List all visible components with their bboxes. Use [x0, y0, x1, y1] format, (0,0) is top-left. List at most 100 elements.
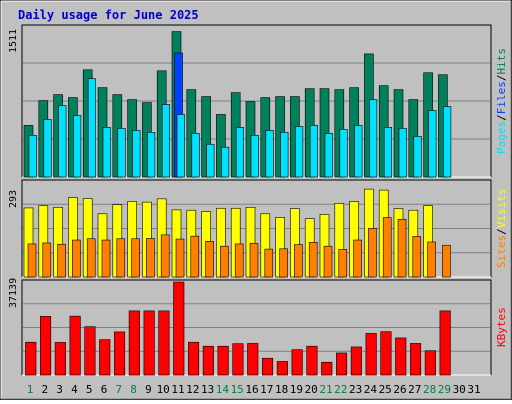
- x-tick-label-day-20: 20: [304, 383, 318, 396]
- x-tick-label-day-15: 15: [230, 383, 244, 396]
- bar-sites-day-23: [353, 239, 362, 278]
- x-tick-label-day-5: 5: [85, 383, 93, 396]
- bar-pages-day-11: [176, 114, 185, 178]
- x-tick-label-day-9: 9: [145, 383, 152, 396]
- x-tick-label-day-16: 16: [245, 383, 259, 396]
- bar-sites-day-10: [160, 234, 170, 278]
- bar-sites-day-9: [146, 238, 155, 278]
- panel-kbytes-ymax-label: 37139: [8, 277, 19, 308]
- bar-pages-day-12: [191, 133, 200, 178]
- bar-pages-day-13: [206, 143, 215, 178]
- bar-kbytes-day-9: [143, 310, 155, 376]
- x-tick-label-day-23: 23: [348, 383, 363, 396]
- bar-sites-day-17: [264, 248, 274, 278]
- bar-pages-day-16: [250, 135, 259, 178]
- x-tick-label-day-21: 21: [319, 383, 333, 396]
- legend-item-pages: Pages: [495, 120, 508, 154]
- x-tick-label-day-7: 7: [115, 383, 123, 396]
- bar-kbytes-day-2: [39, 316, 52, 376]
- bar-kbytes-day-27: [409, 343, 422, 376]
- legend-item-files: Files: [495, 81, 508, 115]
- bar-pages-day-18: [280, 132, 289, 178]
- panel-visits-ymax-label: 293: [8, 189, 19, 208]
- bar-sites-day-14: [220, 245, 229, 278]
- bar-kbytes-day-5: [84, 326, 96, 376]
- bar-sites-day-24: [368, 228, 377, 278]
- bar-sites-day-7: [116, 238, 126, 278]
- x-tick-label-day-25: 25: [378, 383, 392, 396]
- bar-sites-day-2: [42, 242, 52, 278]
- bar-sites-day-27: [412, 236, 422, 278]
- bar-pages-day-19: [295, 126, 304, 178]
- bar-sites-day-26: [397, 218, 407, 278]
- bar-kbytes-day-6: [99, 339, 111, 376]
- bar-sites-day-5: [86, 238, 96, 278]
- x-tick-label-day-18: 18: [274, 383, 289, 396]
- bar-kbytes-day-10: [158, 310, 170, 376]
- x-tick-label-day-13: 13: [200, 383, 215, 396]
- bar-sites-day-8: [131, 238, 140, 278]
- x-tick-label-day-29: 29: [437, 383, 452, 396]
- legend-item-hits: Hits: [495, 48, 508, 75]
- panel-requests-legend: Pages/Files/Hits: [495, 48, 508, 154]
- bar-kbytes-day-7: [114, 331, 126, 376]
- x-tick-label-day-31: 31: [467, 383, 481, 396]
- bar-sites-day-21: [323, 245, 333, 278]
- legend-item-sites: Sites: [495, 235, 508, 269]
- bar-pages-day-21: [324, 133, 333, 178]
- bar-pages-day-1: [28, 135, 37, 178]
- bar-pages-day-6: [102, 127, 111, 178]
- bar-sites-day-16: [249, 242, 259, 278]
- x-tick-label-day-17: 17: [260, 383, 274, 396]
- x-tick-label-day-24: 24: [363, 383, 378, 396]
- bar-pages-day-9: [147, 132, 156, 178]
- x-tick-label-day-30: 30: [452, 383, 466, 396]
- bar-pages-day-10: [161, 104, 170, 178]
- bar-hits-day-13: [201, 96, 211, 178]
- bar-pages-day-26: [398, 128, 407, 178]
- x-tick-label-day-11: 11: [171, 383, 185, 396]
- bar-kbytes-day-14: [217, 345, 229, 376]
- bar-sites-day-3: [57, 243, 66, 278]
- bar-kbytes-day-26: [395, 337, 407, 376]
- bar-kbytes-day-15: [232, 343, 244, 376]
- bar-pages-day-24: [369, 99, 378, 178]
- x-tick-label-day-27: 27: [408, 383, 422, 396]
- bar-sites-day-12: [190, 235, 200, 278]
- x-tick-label-day-6: 6: [100, 383, 108, 396]
- bar-kbytes-day-13: [202, 345, 214, 376]
- bar-pages-day-8: [132, 130, 141, 178]
- bar-pages-day-15: [235, 127, 244, 178]
- bar-kbytes-day-22: [335, 352, 348, 376]
- x-tick-label-day-14: 14: [215, 383, 230, 396]
- bar-sites-day-6: [101, 239, 111, 278]
- x-tick-label-day-26: 26: [393, 383, 407, 396]
- bar-pages-day-20: [309, 125, 319, 178]
- bar-kbytes-day-3: [54, 342, 66, 376]
- x-tick-label-day-1: 1: [26, 383, 34, 396]
- panel-visits-legend: Sites/Visits: [495, 189, 508, 269]
- bar-hits-day-14: [216, 114, 226, 178]
- bar-kbytes-day-16: [247, 343, 259, 376]
- bar-pages-day-25: [383, 127, 393, 178]
- panel-kbytes-legend: KBytes: [495, 308, 508, 348]
- bar-sites-day-18: [279, 248, 288, 278]
- legend-separator: /: [495, 74, 508, 82]
- legend-separator: /: [495, 114, 508, 121]
- bar-pages-day-28: [428, 110, 437, 178]
- x-tick-label-day-4: 4: [71, 383, 78, 396]
- x-tick-label-day-19: 19: [289, 383, 304, 396]
- bar-pages-day-27: [413, 135, 422, 178]
- bar-kbytes-day-17: [261, 357, 274, 376]
- x-tick-label-day-8: 8: [130, 383, 137, 396]
- bar-kbytes-day-4: [69, 315, 81, 376]
- bar-kbytes-day-8: [128, 310, 140, 376]
- panel-requests-ymax-label: 1511: [8, 28, 19, 53]
- bar-kbytes-day-23: [350, 346, 362, 376]
- bar-pages-day-3: [58, 105, 67, 178]
- bar-kbytes-day-12: [188, 341, 200, 376]
- bar-pages-day-5: [87, 78, 96, 178]
- bar-pages-day-23: [354, 125, 363, 178]
- bar-sites-day-1: [27, 243, 37, 278]
